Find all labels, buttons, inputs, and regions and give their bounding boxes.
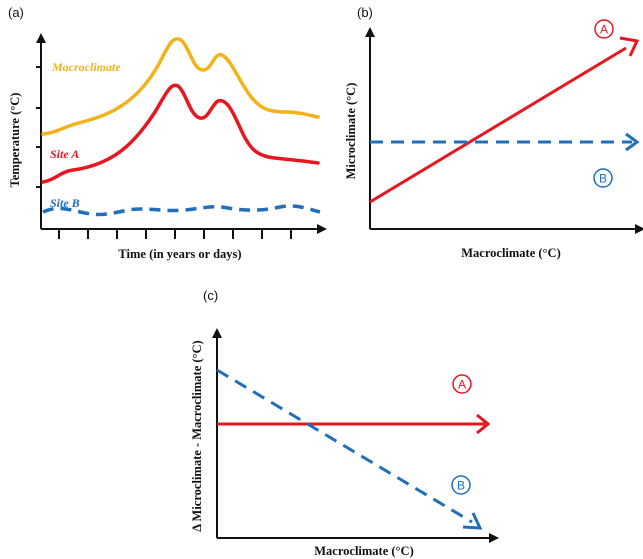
panel-b-line-b-arrowhead <box>625 132 640 152</box>
panel-c-line-b-arrowhead <box>462 512 483 530</box>
panel-b-line-a-arrowhead <box>619 36 640 57</box>
panel-b: (b) A B Macroclimate (°C) Microclimate (… <box>344 5 643 260</box>
panel-a-site-a-line <box>41 83 320 184</box>
panel-c-marker-b: B <box>457 479 465 493</box>
panel-a-site-a-label: Site A <box>50 147 79 161</box>
panel-a-y-label: Temperature (°C) <box>8 93 22 188</box>
panel-a-site-b-line <box>42 204 321 217</box>
panel-a-site-b-label: Site B <box>50 196 80 210</box>
panel-c-x-label: Macroclimate (°C) <box>314 544 414 558</box>
panel-c-line-a-arrowhead <box>476 413 491 435</box>
panel-a-y-ticks <box>36 66 41 188</box>
panel-a-macroclimate-label: Macroclimate <box>51 60 121 74</box>
panel-c-marker-a: A <box>458 378 466 392</box>
panel-a: (a) Macroclimate Site <box>8 5 327 261</box>
panel-c-marker-a-circle <box>452 374 472 394</box>
panel-a-macroclimate-line <box>41 37 320 136</box>
panel-c-line-b <box>216 368 473 524</box>
panel-b-y-label: Microclimate (°C) <box>344 83 358 180</box>
panel-b-marker-b-circle <box>593 168 613 188</box>
panel-b-marker-b: B <box>599 172 607 186</box>
panel-c: (c) A B Macroclimate (°C) Δ Microclimate… <box>190 288 499 558</box>
panel-b-label: (b) <box>357 5 373 20</box>
panel-a-label: (a) <box>8 5 24 20</box>
panel-c-marker-b-circle <box>451 475 471 495</box>
panel-b-marker-a: A <box>600 23 608 37</box>
panel-a-x-label: Time (in years or days) <box>118 247 241 261</box>
panel-b-x-label: Macroclimate (°C) <box>461 246 561 260</box>
panel-a-x-ticks <box>58 229 292 239</box>
panel-c-label: (c) <box>203 288 218 303</box>
panel-c-y-label: Δ Microclimate - Macroclimate (°C) <box>190 340 204 531</box>
panel-b-line-a <box>369 46 627 204</box>
panel-b-marker-a-circle <box>594 19 614 39</box>
